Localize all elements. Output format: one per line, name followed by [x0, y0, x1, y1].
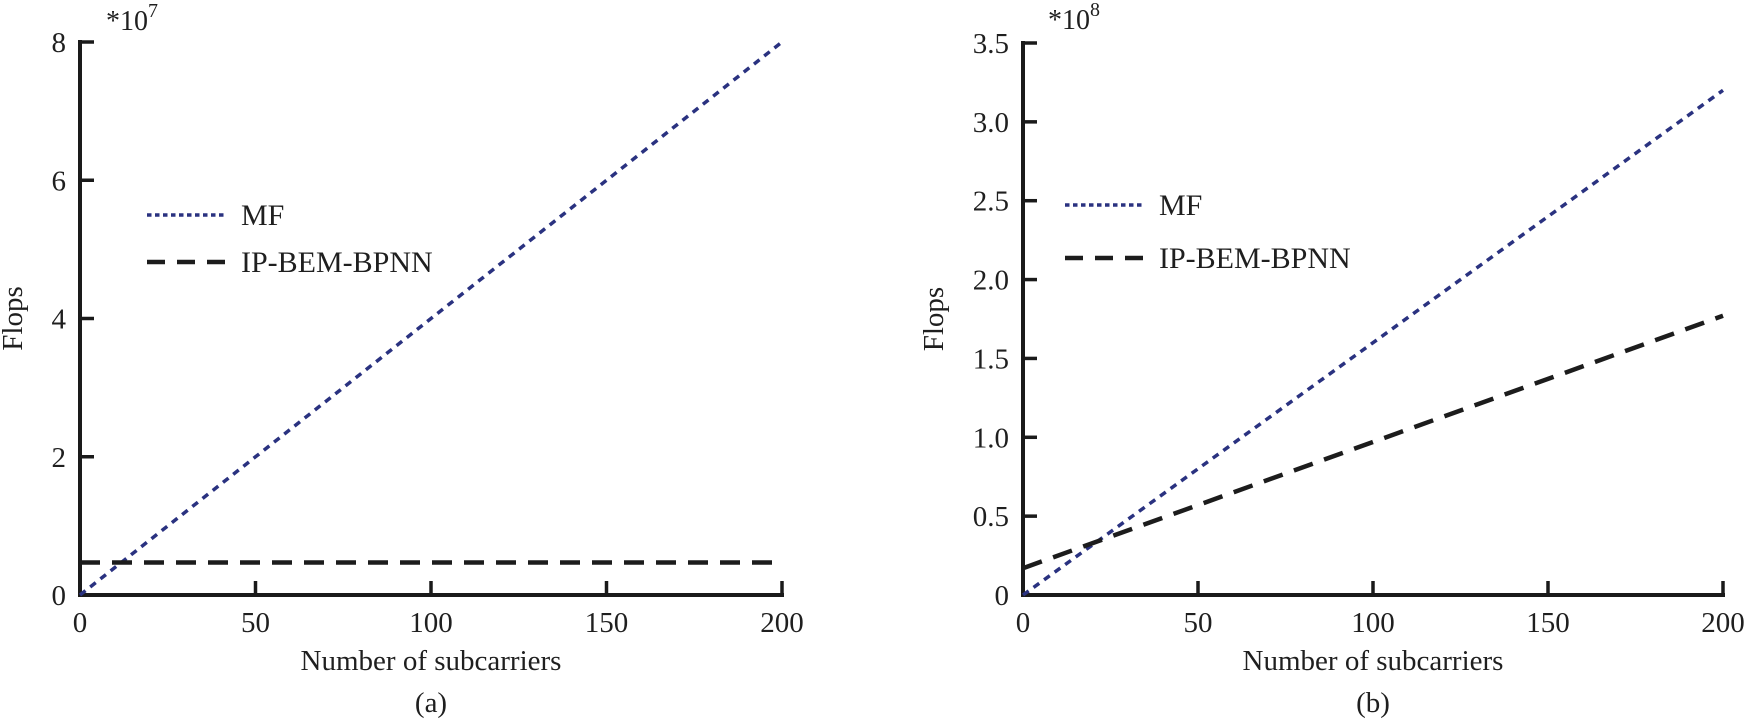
y-tick-label: 2.5	[973, 186, 1009, 218]
x-tick-label: 200	[760, 607, 804, 639]
y-tick-label: 2	[52, 442, 67, 474]
legend-label-ip-bem-bpnn: IP-BEM-BPNN	[1159, 242, 1351, 275]
x-tick-label: 50	[1184, 607, 1213, 639]
x-tick-label: 0	[1016, 607, 1031, 639]
chart-caption: (a)	[415, 687, 447, 719]
y-axis-title: Flops	[918, 287, 950, 351]
series-line-mf	[1021, 88, 1725, 597]
x-tick-label: 150	[585, 607, 629, 639]
x-tick-label: 100	[409, 607, 453, 639]
x-tick-label: 150	[1526, 607, 1570, 639]
y-tick-label: 3.5	[973, 28, 1009, 60]
chart-b: 0 50 100 150 200 0 0.5 1.0 1.5 2.0 2.5 3.0 3.5 *108 Fl…	[875, 0, 1750, 725]
x-tick-label: 200	[1701, 607, 1745, 639]
x-tick-label: 0	[73, 607, 88, 639]
y-axis-exponent-label: *107	[106, 0, 158, 37]
legend-label-ip-bem-bpnn: IP-BEM-BPNN	[241, 246, 433, 279]
y-tick-label: 0.5	[973, 501, 1009, 533]
y-axis-exponent-label: *108	[1048, 0, 1100, 36]
x-axis-title: Number of subcarriers	[1243, 645, 1504, 677]
y-tick-label: 8	[52, 27, 67, 59]
y-tick-label: 4	[52, 304, 67, 336]
chart-a-plot: 0 50 100 150 200 0 2 4 6 8 *107 Flops Number of subc…	[0, 0, 804, 719]
y-tick-label: 2.0	[973, 265, 1009, 297]
x-axis-title: Number of subcarriers	[301, 645, 562, 677]
legend-label-mf: MF	[241, 199, 284, 232]
y-axis-title: Flops	[0, 286, 29, 350]
series-line-mf	[78, 40, 784, 597]
y-tick-label: 3.0	[973, 107, 1009, 139]
y-tick-label: 0	[995, 580, 1010, 612]
x-tick-label: 100	[1351, 607, 1395, 639]
legend-label-mf: MF	[1159, 189, 1202, 222]
chart-caption: (b)	[1356, 687, 1390, 719]
chart-b-plot: 0 50 100 150 200 0 0.5 1.0 1.5 2.0 2.5 3.0 3.5 *108 Fl…	[918, 0, 1745, 719]
y-tick-label: 0	[52, 580, 67, 612]
y-tick-label: 1.0	[973, 422, 1009, 454]
y-tick-label: 1.5	[973, 343, 1009, 375]
y-tick-label: 6	[52, 165, 67, 197]
chart-a: 0 50 100 150 200 0 2 4 6 8 *107 Flops Number of subc…	[0, 0, 804, 719]
x-tick-label: 50	[241, 607, 270, 639]
series-line-ip-bem-bpnn	[1022, 313, 1724, 571]
